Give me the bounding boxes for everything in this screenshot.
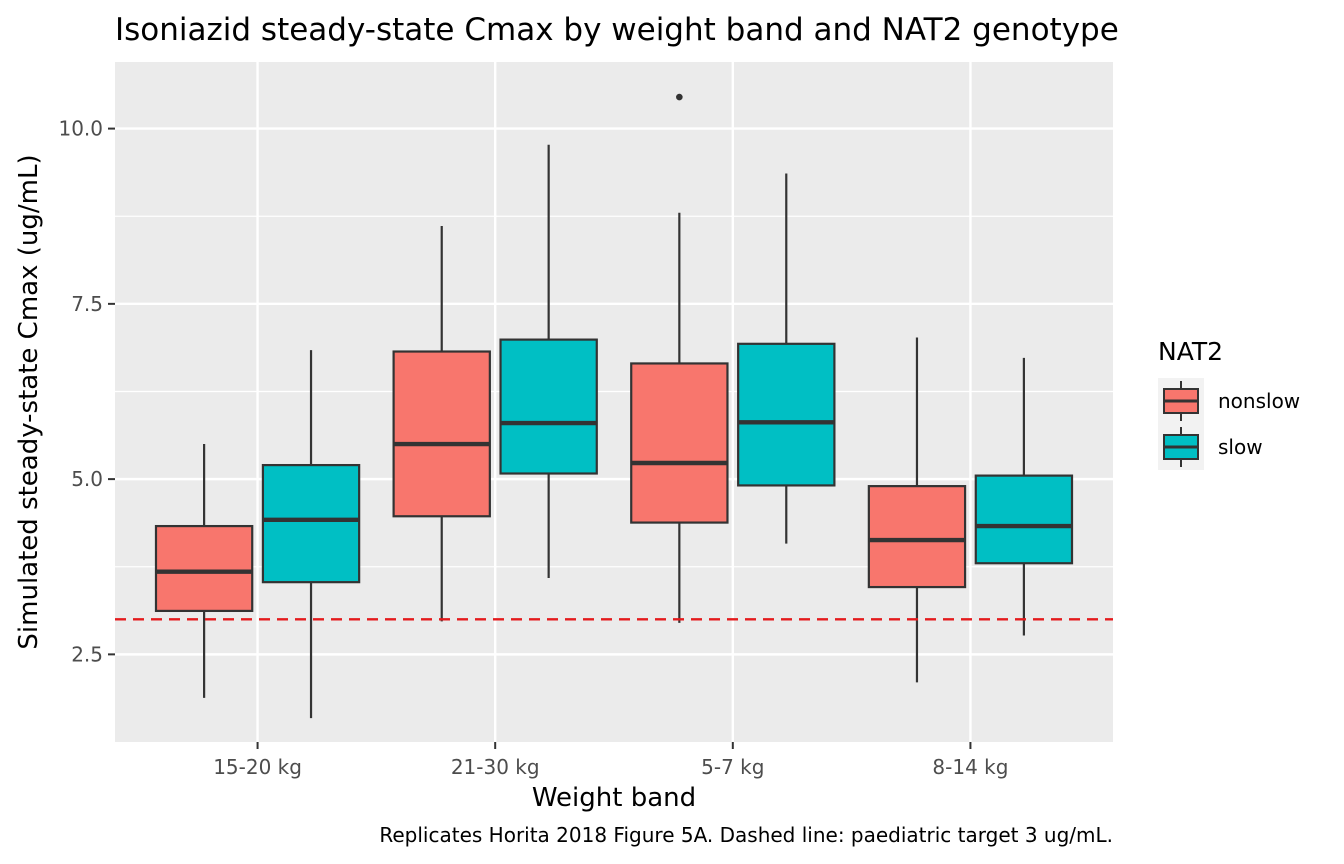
box-iqr: [154, 524, 254, 613]
box-slow-15-20kg: [261, 350, 361, 719]
box-iqr: [392, 350, 491, 518]
chart-title: Isoniazid steady-state Cmax by weight ba…: [115, 12, 1119, 48]
x-tick-label: 5-7 kg: [701, 755, 764, 779]
plot-panel: [115, 62, 1113, 742]
legend-label: nonslow: [1218, 389, 1300, 413]
box-nonslow-5-7kg: [630, 93, 729, 623]
y-tick-label: 2.5: [71, 642, 103, 666]
box-iqr: [630, 362, 729, 524]
legend: NAT2 nonslow slow: [1158, 337, 1300, 470]
caption: Replicates Horita 2018 Figure 5A. Dashed…: [379, 823, 1113, 847]
y-tick-label: 5.0: [71, 467, 103, 491]
x-tick-label: 8-14 kg: [932, 755, 1008, 779]
y-axis: 2.5 5.0 7.5 10.0: [58, 117, 115, 666]
box-iqr: [737, 342, 836, 487]
y-tick-label: 7.5: [71, 292, 103, 316]
box-nonslow-21-30kg: [392, 226, 491, 622]
box-slow-21-30kg: [499, 144, 598, 578]
box-iqr: [261, 463, 361, 584]
box-nonslow-15-20kg: [154, 444, 254, 698]
x-axis-label: Weight band: [532, 783, 696, 813]
box-iqr: [499, 338, 598, 475]
legend-title: NAT2: [1158, 337, 1223, 366]
outlier-point: [676, 93, 683, 101]
legend-label: slow: [1218, 435, 1263, 459]
y-tick-label: 10.0: [58, 117, 103, 141]
boxes: [154, 93, 1074, 719]
x-axis: 15-20 kg 21-30 kg 5-7 kg 8-14 kg: [213, 742, 1008, 779]
box-nonslow-8-14kg: [867, 337, 967, 683]
legend-item-nonslow: nonslow: [1158, 378, 1300, 424]
legend-item-slow: slow: [1158, 424, 1263, 470]
box-iqr: [974, 474, 1074, 565]
box-iqr: [867, 485, 967, 589]
x-tick-label: 21-30 kg: [451, 755, 540, 779]
box-slow-8-14kg: [974, 357, 1074, 636]
x-tick-label: 15-20 kg: [213, 755, 302, 779]
box-slow-5-7kg: [737, 173, 836, 544]
y-axis-label: Simulated steady-state Cmax (ug/mL): [14, 154, 44, 649]
